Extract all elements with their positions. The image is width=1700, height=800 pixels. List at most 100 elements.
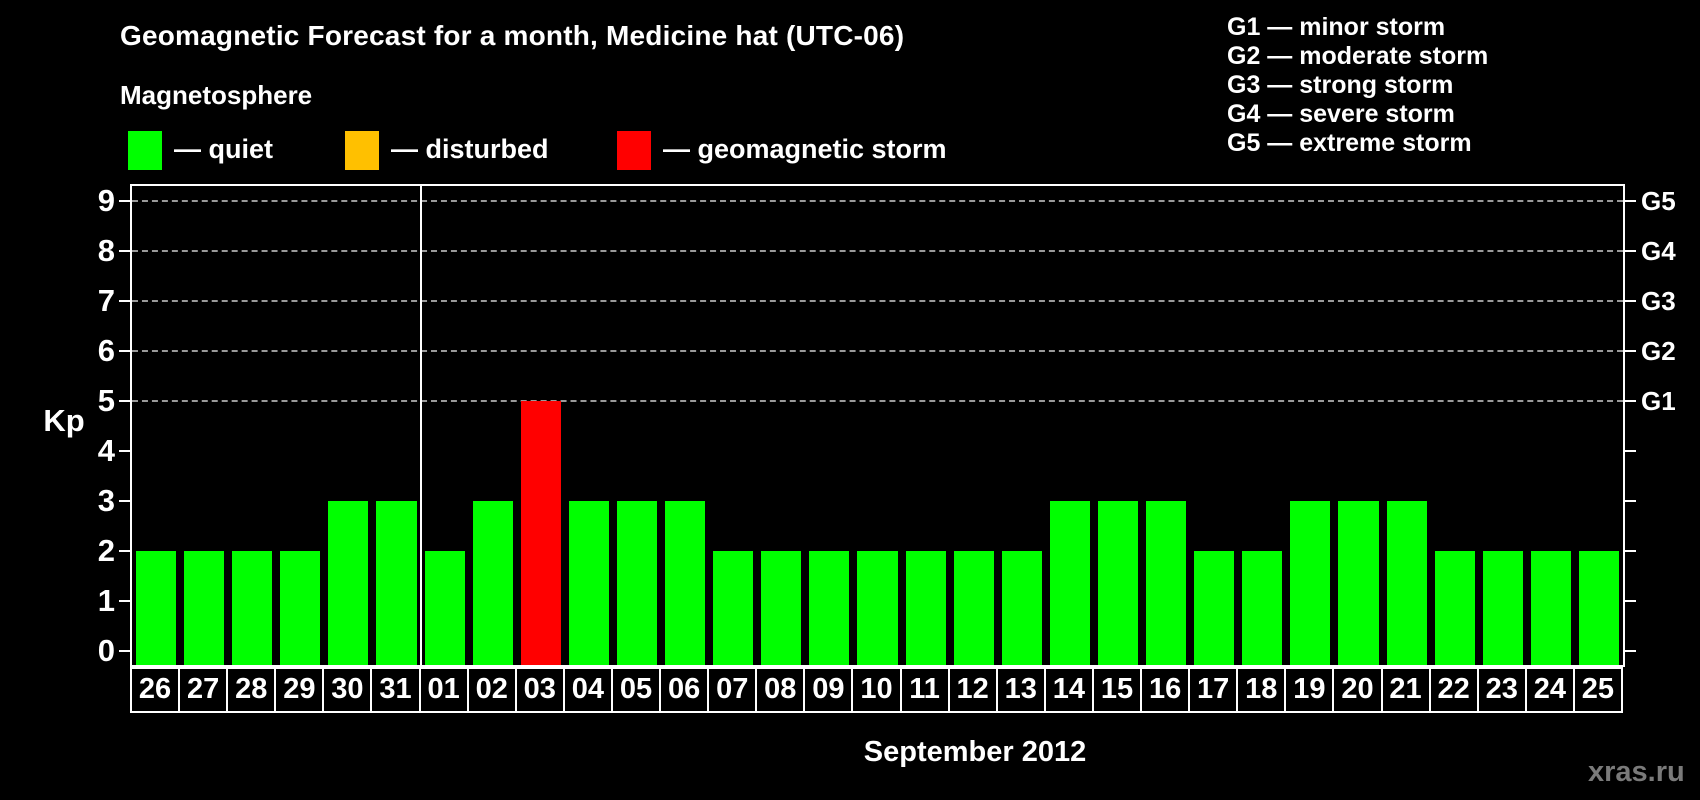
day-label-22: 22	[1428, 667, 1479, 713]
day-label-19: 19	[1284, 667, 1335, 713]
bar-day-24	[1530, 551, 1571, 665]
day-label-26: 26	[130, 667, 181, 713]
g-legend-line: G3 — strong storm	[1227, 71, 1454, 99]
right-axis-label-g2: G2	[1641, 336, 1676, 366]
gridline-kp-5	[132, 400, 1623, 402]
y-tick-right-7	[1625, 300, 1636, 302]
y-tick-left-6	[119, 350, 130, 352]
bar-day-26	[136, 551, 177, 665]
bar-day-29	[280, 551, 321, 665]
bar-day-30	[328, 501, 369, 665]
y-tick-label-6: 6	[97, 333, 115, 368]
gridline-kp-9	[132, 200, 1623, 202]
gridline-kp-8	[132, 250, 1623, 252]
legend-label-quiet: — quiet	[174, 134, 273, 164]
day-label-14: 14	[1043, 667, 1094, 713]
right-axis-label-g3: G3	[1641, 286, 1676, 316]
day-label-07: 07	[707, 667, 758, 713]
bar-day-12	[953, 551, 994, 665]
y-tick-left-8	[119, 250, 130, 252]
bar-day-03	[520, 401, 561, 665]
right-axis-label-g4: G4	[1641, 236, 1676, 266]
bar-day-17	[1194, 551, 1235, 665]
disturbed-color-swatch	[345, 131, 379, 170]
legend-label-storm: — geomagnetic storm	[663, 134, 947, 164]
y-tick-right-9	[1625, 200, 1636, 202]
y-tick-right-1	[1625, 600, 1636, 602]
day-label-18: 18	[1236, 667, 1287, 713]
day-label-17: 17	[1188, 667, 1239, 713]
y-tick-right-8	[1625, 250, 1636, 252]
y-tick-right-5	[1625, 400, 1636, 402]
y-tick-label-0: 0	[97, 633, 115, 668]
quiet-color-swatch	[128, 131, 162, 170]
bar-day-19	[1290, 501, 1331, 665]
day-label-12: 12	[947, 667, 998, 713]
day-label-13: 13	[995, 667, 1046, 713]
y-tick-left-9	[119, 200, 130, 202]
bar-day-15	[1097, 501, 1139, 665]
y-tick-right-4	[1625, 450, 1636, 452]
y-tick-left-1	[119, 600, 130, 602]
page-title: Geomagnetic Forecast for a month, Medici…	[120, 20, 905, 51]
day-label-29: 29	[274, 667, 325, 713]
y-tick-left-7	[119, 300, 130, 302]
bar-day-13	[1001, 551, 1042, 665]
bar-day-28	[232, 551, 273, 665]
y-tick-left-5	[119, 400, 130, 402]
day-label-10: 10	[851, 667, 902, 713]
day-label-05: 05	[610, 667, 662, 713]
bar-day-10	[857, 551, 898, 665]
g-legend-line: G1 — minor storm	[1227, 13, 1446, 41]
day-label-02: 02	[466, 667, 517, 713]
right-axis-label-g1: G1	[1641, 386, 1676, 416]
day-label-27: 27	[178, 667, 229, 713]
y-tick-label-2: 2	[97, 533, 115, 568]
g-legend-line: G5 — extreme storm	[1227, 129, 1472, 157]
y-tick-right-2	[1625, 550, 1636, 552]
y-tick-right-6	[1625, 350, 1636, 352]
bar-day-25	[1578, 551, 1619, 665]
y-tick-left-0	[119, 650, 130, 652]
right-axis-label-g5: G5	[1641, 186, 1676, 216]
day-label-25: 25	[1572, 667, 1623, 713]
legend-label-disturbed: — disturbed	[391, 134, 549, 164]
bar-day-07	[713, 551, 754, 665]
watermark: xras.ru	[1588, 756, 1685, 788]
y-tick-label-9: 9	[97, 183, 115, 218]
y-axis-title: Kp	[43, 403, 85, 438]
storm-color-swatch	[617, 131, 651, 170]
day-label-28: 28	[226, 667, 277, 713]
day-label-03: 03	[514, 667, 565, 713]
y-tick-right-3	[1625, 500, 1636, 502]
g-scale-legend: G1 — minor storm G2 — moderate storm G3 — …	[1227, 13, 1488, 158]
bar-day-27	[184, 551, 225, 665]
day-label-24: 24	[1524, 667, 1575, 713]
y-tick-label-8: 8	[97, 233, 115, 268]
plot-frame	[130, 184, 1625, 667]
g-legend-line: G2 — moderate storm	[1227, 42, 1489, 70]
bar-day-05	[616, 501, 658, 665]
day-label-15: 15	[1091, 667, 1143, 713]
bar-day-02	[472, 501, 513, 665]
bar-day-21	[1386, 501, 1427, 665]
y-tick-label-3: 3	[97, 483, 115, 518]
y-tick-label-1: 1	[97, 583, 115, 618]
day-label-11: 11	[899, 667, 950, 713]
y-tick-left-3	[119, 500, 130, 502]
day-label-04: 04	[562, 667, 613, 713]
bar-day-08	[761, 551, 802, 665]
plot-area	[132, 186, 1623, 665]
bar-day-18	[1242, 551, 1283, 665]
magnetosphere-subtitle: Magnetosphere	[120, 80, 313, 110]
bar-day-14	[1049, 501, 1090, 665]
bar-day-06	[665, 501, 706, 665]
bar-day-01	[424, 551, 465, 665]
day-label-16: 16	[1140, 667, 1191, 713]
x-axis-day-row: 26 27 28 29 30 31 01 02 03 04 05 06 07 08 09 10 11 12 13 14…	[130, 667, 1625, 713]
y-tick-label-7: 7	[97, 283, 115, 318]
day-label-31: 31	[370, 667, 421, 713]
day-label-06: 06	[659, 667, 710, 713]
bar-day-16	[1146, 501, 1187, 665]
day-label-09: 09	[803, 667, 854, 713]
